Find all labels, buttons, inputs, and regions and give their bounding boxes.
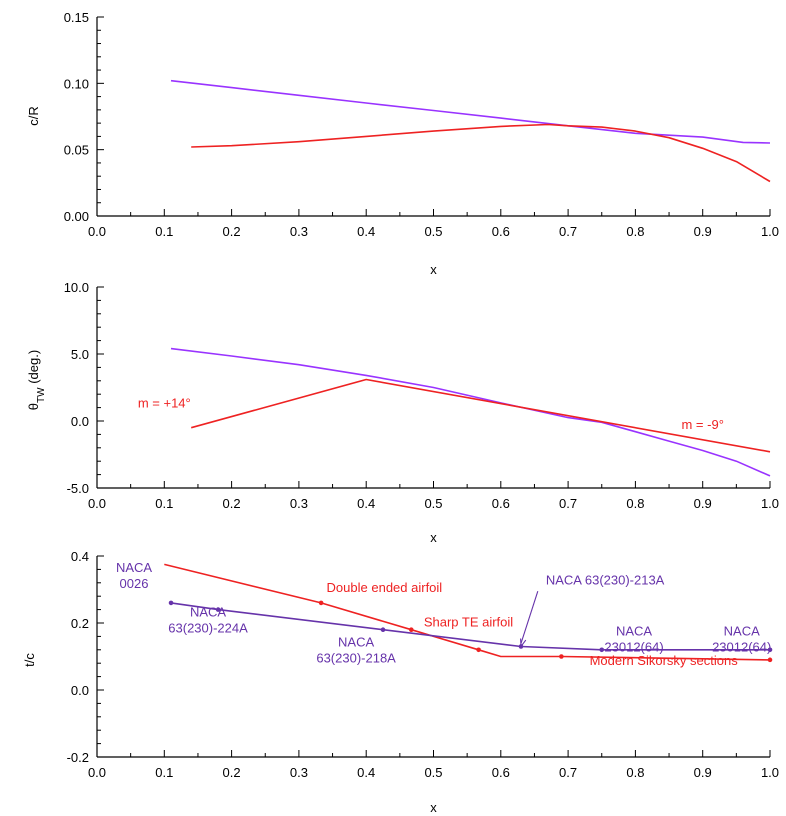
series-line-2 — [190, 378, 771, 453]
annotation-label: Sharp TE airfoil — [424, 614, 513, 629]
y-tick-label: 0.0 — [71, 683, 89, 698]
series-point — [380, 627, 386, 632]
annotation-label: m = -9° — [681, 417, 723, 432]
x-tick-label: 0.3 — [290, 765, 308, 780]
y-axis-label: c/R — [26, 106, 41, 126]
y-tick-label: 10.0 — [64, 280, 89, 295]
x-tick-label: 1.0 — [761, 765, 779, 780]
annotation-label: m = +14° — [138, 396, 191, 411]
series-line-1 — [164, 563, 771, 661]
annotation-label: NACA 0026 — [116, 560, 152, 591]
x-tick-label: 0.7 — [559, 224, 577, 239]
x-tick-label: 1.0 — [761, 496, 779, 511]
y-tick-label: 0.10 — [64, 76, 89, 91]
series-line-1 — [170, 347, 771, 477]
y-tick-label: 0.15 — [64, 10, 89, 25]
series-point — [599, 647, 605, 653]
x-tick-label: 0.3 — [290, 496, 308, 511]
plot-1: 0.0 0.1 0.2 0.3 0.4 0.5 0.6 0.7 0.8 0.9 1.0 0.00 0.0… — [26, 10, 779, 277]
plot-2: 0.0 0.1 0.2 0.3 0.4 0.5 0.6 0.7 0.8 0.9 1.0-5.00.0… — [26, 280, 779, 545]
x-tick-label: 0.0 — [88, 765, 106, 780]
x-tick-label: 0.5 — [424, 224, 442, 239]
x-tick-label: 0.2 — [223, 765, 241, 780]
x-axis-label: x — [430, 262, 437, 277]
series-point — [559, 654, 564, 659]
x-tick-label: 0.3 — [290, 224, 308, 239]
x-tick-label: 0.7 — [559, 765, 577, 780]
annotation-arrow — [520, 591, 539, 644]
series-line-2 — [191, 123, 771, 183]
series-point — [767, 657, 773, 663]
x-tick-label: 0.8 — [626, 224, 644, 239]
series-line-2 — [170, 602, 770, 651]
x-tick-label: 0.5 — [424, 496, 442, 511]
y-tick-label: 0.4 — [71, 549, 89, 564]
series-point — [476, 647, 481, 653]
y-tick-label: 0.0 — [71, 414, 89, 429]
annotation-label: NACA 63(230)-213A — [546, 572, 665, 587]
series-point — [408, 627, 414, 632]
x-axis-label: x — [430, 800, 437, 815]
x-tick-label: 0.2 — [223, 224, 241, 239]
series-point — [215, 607, 221, 612]
x-tick-label: 0.1 — [155, 496, 173, 511]
x-tick-label: 0.6 — [492, 224, 510, 239]
x-tick-label: 0.7 — [559, 496, 577, 511]
x-tick-label: 0.2 — [223, 496, 241, 511]
x-tick-label: 0.4 — [357, 765, 375, 780]
x-tick-label: 0.0 — [88, 224, 106, 239]
x-tick-label: 0.9 — [694, 224, 712, 239]
series-line-1 — [170, 79, 771, 144]
x-axis-label: x — [430, 530, 437, 545]
x-tick-label: 0.6 — [492, 765, 510, 780]
x-tick-label: 0.4 — [357, 224, 375, 239]
annotation-label: Double ended airfoil — [327, 580, 443, 595]
series-point — [168, 600, 174, 606]
plot-3: 0.0 0.1 0.2 0.3 0.4 0.5 0.6 0.7 0.8 0.9 1.0-0.20.0… — [22, 549, 779, 815]
y-tick-label: 0.05 — [64, 143, 89, 158]
x-tick-label: 0.1 — [155, 224, 173, 239]
x-tick-label: 0.4 — [357, 496, 375, 511]
y-tick-label: 0.00 — [64, 209, 89, 224]
x-tick-label: 0.8 — [626, 765, 644, 780]
y-tick-label: -0.2 — [67, 750, 89, 765]
annotation-label: NACA 63(230)-224A — [168, 604, 248, 635]
annotation-label: NACA 63(230)-218A — [316, 634, 396, 665]
y-axis-label: θTW (deg.) — [26, 350, 47, 410]
x-tick-label: 0.9 — [694, 765, 712, 780]
series-point — [767, 647, 773, 653]
x-tick-label: 0.5 — [424, 765, 442, 780]
y-tick-label: 0.2 — [71, 616, 89, 631]
y-tick-label: -5.0 — [67, 481, 89, 496]
x-tick-label: 1.0 — [761, 224, 779, 239]
x-tick-label: 0.6 — [492, 496, 510, 511]
x-tick-label: 0.9 — [694, 496, 712, 511]
y-axis-label: t/c — [22, 653, 37, 667]
annotation-label: Modern Sikorsky sections — [590, 653, 739, 668]
annotation-label: NACA 23012(64) — [712, 623, 771, 654]
series-point — [318, 600, 324, 606]
x-tick-label: 0.8 — [626, 496, 644, 511]
annotation-label: NACA 23012(64) — [604, 623, 663, 654]
annotation-arrowhead — [520, 638, 527, 649]
x-tick-label: 0.0 — [88, 496, 106, 511]
x-tick-label: 0.1 — [155, 765, 173, 780]
y-tick-label: 5.0 — [71, 347, 89, 362]
